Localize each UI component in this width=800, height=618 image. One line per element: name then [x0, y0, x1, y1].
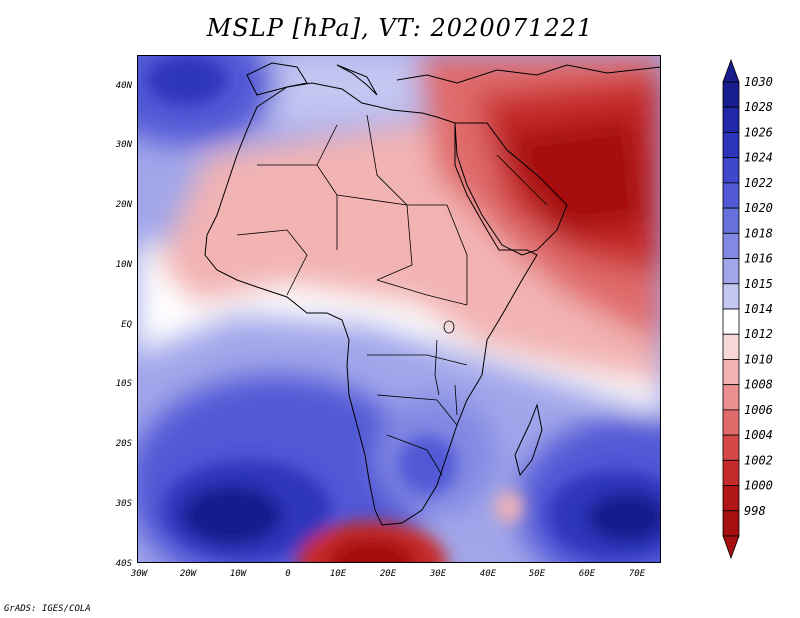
africa-coastline [204, 82, 538, 526]
pressure-map [137, 55, 661, 563]
colorbar-swatch [722, 106, 740, 133]
colorbar-label: 1018 [744, 226, 773, 240]
colorbar-swatch [722, 510, 740, 537]
colorbar-label: 1008 [744, 378, 773, 392]
lon-label: 10W [230, 569, 248, 579]
colorbar-label: 1024 [744, 151, 773, 165]
lat-label: EQ [121, 320, 132, 330]
lat-label: 30S [115, 499, 133, 509]
colorbar-label: 1026 [744, 125, 773, 139]
colorbar-swatch [722, 308, 740, 335]
lon-label: 50E [529, 569, 546, 579]
lon-label: 40E [480, 569, 497, 579]
colorbar-label: 1006 [744, 403, 773, 417]
colorbar-swatch [722, 434, 740, 461]
colorbar-swatch [722, 485, 740, 512]
lat-label: 40N [116, 81, 133, 91]
colorbar-swatch [722, 258, 740, 285]
colorbar-label: 1030 [744, 75, 773, 89]
lon-label: 30W [130, 569, 149, 579]
colorbar-swatch [722, 359, 740, 386]
colorbar-swatch [722, 384, 740, 411]
lat-label: 20S [116, 439, 133, 449]
lon-label: 10E [330, 569, 347, 579]
colorbar-swatch [722, 132, 740, 159]
lat-label: 30N [115, 140, 133, 150]
colorbar-label: 998 [744, 504, 766, 518]
colorbar-label: 1015 [744, 277, 773, 291]
colorbar-top-arrow [722, 58, 740, 83]
map-title: MSLP [hPa], VT: 2020071221 [206, 14, 594, 42]
colorbar-swatch [722, 283, 740, 310]
lon-label: 20E [380, 569, 397, 579]
colorbar-label: 1010 [744, 352, 773, 366]
colorbar-swatch [722, 409, 740, 436]
colorbar-swatch [722, 333, 740, 360]
colorbar-label: 1020 [744, 201, 773, 215]
lat-label: 10N [116, 260, 133, 270]
madagascar-coastline [514, 403, 543, 477]
lon-label: 20W [180, 569, 198, 579]
colorbar-bottom-arrow [722, 535, 740, 560]
lon-label: 0 [285, 569, 290, 579]
colorbar-swatch [722, 459, 740, 486]
lat-label: 40S [116, 559, 133, 569]
colorbar-swatch [722, 157, 740, 184]
arabia-coastline [454, 122, 568, 256]
colorbar-label: 1022 [744, 176, 773, 190]
colorbar-label: 1014 [744, 302, 773, 316]
colorbar-label: 1000 [744, 479, 773, 493]
colorbar-swatch [722, 81, 740, 108]
colorbar-label: 1004 [744, 428, 773, 442]
credit-footer: GrADS: IGES/COLA [4, 604, 91, 614]
lat-label: 10S [116, 379, 133, 389]
colorbar-swatch [722, 182, 740, 209]
colorbar: 1030 1028 1026 1024 1022 1020 1018 1016 1015 1014… [722, 58, 773, 560]
colorbar-label: 1002 [744, 453, 773, 467]
lon-label: 30E [429, 569, 447, 579]
colorbar-label: 1012 [744, 327, 773, 341]
colorbar-label: 1016 [744, 252, 773, 266]
colorbar-label: 1028 [744, 100, 773, 114]
lon-label: 60E [579, 569, 596, 579]
lon-label: 70E [629, 569, 646, 579]
lat-label: 20N [116, 200, 133, 210]
colorbar-swatch [722, 232, 740, 259]
colorbar-swatch [722, 207, 740, 234]
